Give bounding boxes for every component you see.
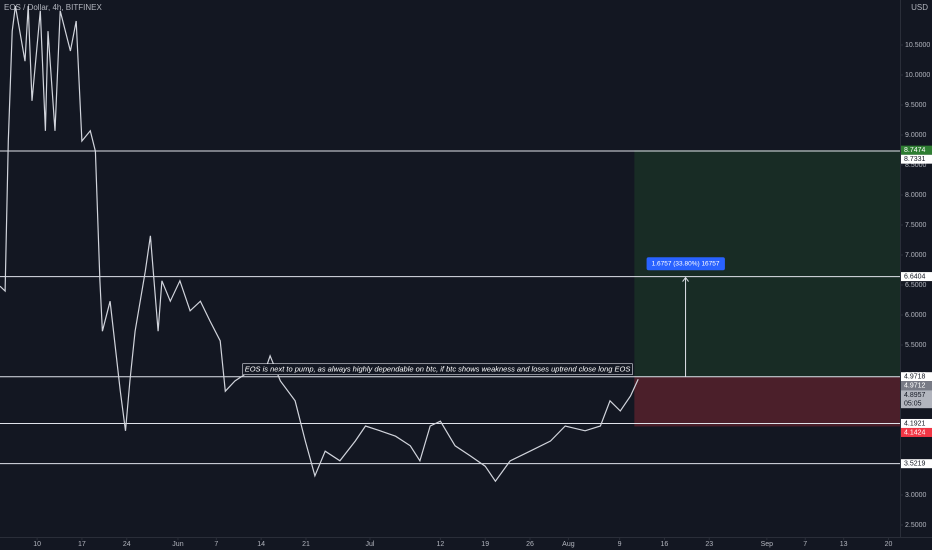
x-tick-label: 16 (661, 541, 669, 548)
price-tag-label: 4.1424 (904, 429, 926, 436)
x-tick-label: 13 (840, 541, 848, 548)
x-tick-label: 19 (481, 541, 489, 548)
x-tick-label: Aug (562, 541, 575, 548)
y-tick-label: 9.0000 (905, 132, 927, 139)
y-tick-label: 9.5000 (905, 102, 927, 109)
price-tag (901, 372, 932, 382)
x-tick-label: 21 (302, 541, 310, 548)
x-tick-label: 10 (33, 541, 41, 548)
arrow-head (682, 276, 689, 282)
countdown: 05:05 (904, 401, 922, 408)
x-tick-label: 20 (885, 541, 893, 548)
price-tag (901, 418, 932, 428)
annotation: EOS is next to pump, as always highly de… (245, 365, 631, 374)
price-line (0, 5, 639, 483)
price-tag-label: 4.9718 (904, 374, 926, 381)
x-tick-label: 7 (214, 541, 218, 548)
y-tick-label: 10.0000 (905, 72, 930, 79)
measure-box (646, 257, 725, 271)
price-tag (901, 427, 932, 437)
x-tick-label: 24 (123, 541, 131, 548)
y-tick-label: 7.5000 (905, 222, 927, 229)
y-tick-label: 8.0000 (905, 192, 927, 199)
y-tick-label: 6.5000 (905, 282, 927, 289)
price-tag (901, 390, 932, 409)
price-tag-label: 3.5219 (904, 461, 926, 468)
x-tick-label: 7 (803, 541, 807, 548)
chart-title: EOS / Dollar, 4h, BITFINEX (4, 3, 102, 12)
x-tick-label: Sep (761, 541, 774, 548)
price-tag (901, 381, 932, 391)
y-tick-label: 10.5000 (905, 42, 930, 49)
price-tag-label: 4.8957 (904, 392, 926, 399)
price-tag-label: 6.6404 (904, 273, 926, 280)
x-tick-label: 9 (618, 541, 622, 548)
y-tick-label: 7.0000 (905, 252, 927, 259)
x-tick-label: 26 (526, 541, 534, 548)
y-tick-label: 3.0000 (905, 492, 927, 499)
y-tick-label: 5.5000 (905, 342, 927, 349)
y-tick-label: 8.5000 (905, 162, 927, 169)
x-tick-label: 23 (705, 541, 713, 548)
stop-zone (634, 376, 900, 427)
x-tick-label: 17 (78, 541, 86, 548)
price-tag (901, 459, 932, 469)
price-tag (901, 272, 932, 282)
price-tag-label: 8.7474 (904, 147, 926, 154)
x-tick-label: 12 (436, 541, 444, 548)
x-tick-label: Jul (366, 541, 375, 548)
price-tag (901, 145, 932, 155)
annotation-box (242, 363, 633, 376)
x-tick-label: 14 (257, 541, 265, 548)
y-tick-label: 2.5000 (905, 522, 927, 529)
price-tag (901, 154, 932, 164)
price-tag-label: 8.7331 (904, 156, 926, 163)
measure-label: 1.6757 (33.80%) 16757 (652, 260, 720, 267)
y-tick-label: 6.0000 (905, 312, 927, 319)
x-tick-label: Jun (172, 541, 183, 548)
price-tag-label: 4.1921 (904, 420, 926, 427)
price-tag-label: 4.9712 (904, 383, 926, 390)
currency: USD (911, 3, 928, 12)
